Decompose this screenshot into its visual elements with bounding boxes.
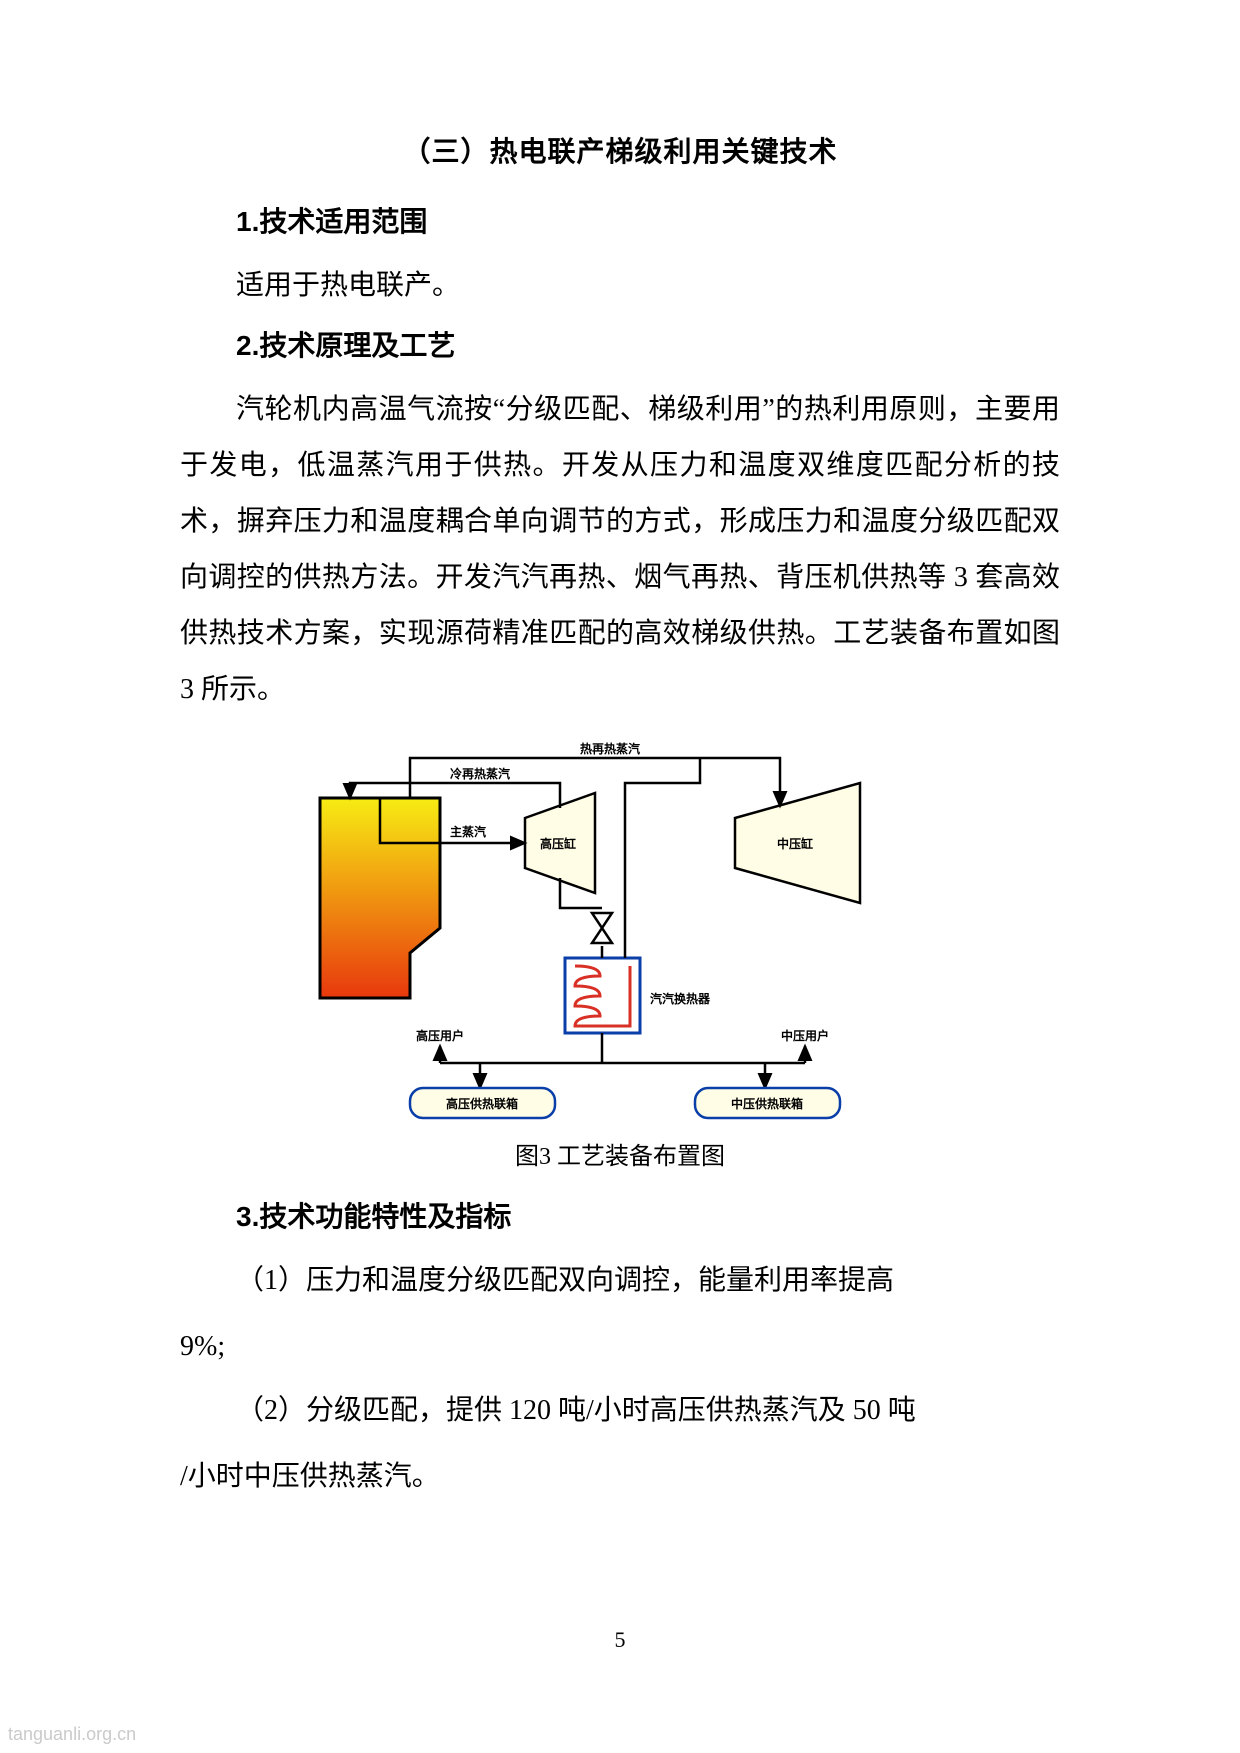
page-number: 5 xyxy=(0,1627,1240,1653)
section1-para: 适用于热电联产。 xyxy=(180,258,1060,314)
section3-item2-l1: （2）分级匹配，提供 120 吨/小时高压供热蒸汽及 50 吨 xyxy=(180,1383,1060,1439)
figure3-diagram: 高压缸 中压缸 汽汽换热器 主蒸汽 冷再热蒸汽 热再热蒸汽 高压用户 中压用户 … xyxy=(300,728,940,1128)
hx-coil-icon xyxy=(575,966,630,1026)
ip-user-label: 中压用户 xyxy=(781,1028,829,1043)
section3-heading: 3.技术功能特性及指标 xyxy=(180,1195,1060,1235)
page-title: （三）热电联产梯级利用关键技术 xyxy=(180,130,1060,170)
hp-cyl-label: 高压缸 xyxy=(540,836,576,851)
ip-branch-to-hx xyxy=(625,758,700,958)
section1-heading: 1.技术适用范围 xyxy=(180,200,1060,240)
hx-label: 汽汽换热器 xyxy=(650,991,711,1006)
hp-user-label: 高压用户 xyxy=(416,1028,464,1043)
watermark: tanguanli.org.cn xyxy=(8,1724,136,1745)
ip-cyl-label: 中压缸 xyxy=(777,836,813,851)
main-steam-label: 主蒸汽 xyxy=(450,824,486,839)
hot-reheat-label: 热再热蒸汽 xyxy=(580,741,640,756)
section3-item1-l2: 9%; xyxy=(180,1319,1060,1375)
section2-heading: 2.技术原理及工艺 xyxy=(180,324,1060,364)
hp-header-label: 高压供热联箱 xyxy=(446,1096,518,1111)
valve-icon xyxy=(592,913,612,943)
section2-para: 汽轮机内高温气流按“分级匹配、梯级利用”的热利用原则，主要用于发电，低温蒸汽用于… xyxy=(180,382,1060,718)
section3-item2-l2: /小时中压供热蒸汽。 xyxy=(180,1449,1060,1505)
cold-reheat-label: 冷再热蒸汽 xyxy=(450,766,510,781)
ip-header-label: 中压供热联箱 xyxy=(731,1096,803,1111)
section3-item1-l1: （1）压力和温度分级匹配双向调控，能量利用率提高 xyxy=(180,1253,1060,1309)
figure3-caption: 图3 工艺装备布置图 xyxy=(180,1136,1060,1171)
